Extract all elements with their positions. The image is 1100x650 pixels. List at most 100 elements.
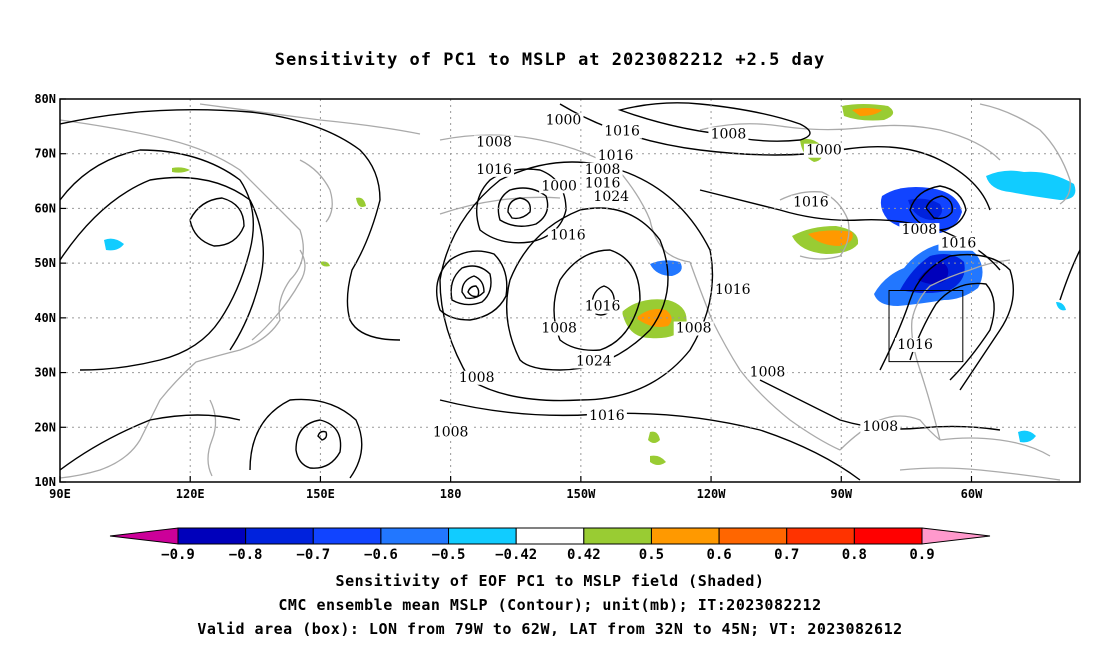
contour-1000-arctic bbox=[617, 102, 811, 142]
contour-label-bg bbox=[456, 370, 497, 385]
contour-label-bg bbox=[539, 179, 580, 194]
colorbar-swatch bbox=[312, 527, 382, 545]
coast-east-na bbox=[911, 259, 1011, 441]
colorbar-swatch bbox=[583, 527, 652, 545]
lon-label: 180 bbox=[440, 487, 462, 501]
shade-positive-small-4 bbox=[356, 197, 366, 207]
contour-far-east bbox=[1059, 249, 1080, 301]
lon-label: 150W bbox=[566, 487, 596, 501]
lat-label: 70N bbox=[34, 147, 56, 161]
contour-label: 1016 bbox=[585, 299, 621, 315]
shade-positive-arctic-core bbox=[852, 108, 882, 116]
colorbar-label: −0.7 bbox=[296, 547, 330, 563]
contour-label: 1016 bbox=[604, 124, 640, 140]
contour-low-bering-3 bbox=[507, 197, 531, 220]
contour-label: 1016 bbox=[715, 282, 751, 298]
contour-east-coast bbox=[879, 253, 1015, 391]
coast-mexico-gulf bbox=[839, 415, 941, 451]
coast-philippines bbox=[207, 399, 217, 477]
coast-west-na bbox=[689, 261, 841, 451]
lat-label: 80N bbox=[34, 92, 56, 106]
map-frame bbox=[59, 98, 1081, 483]
contour-tropical-high-2 bbox=[295, 419, 342, 469]
contour-1008-west bbox=[60, 149, 255, 371]
contour-label: 1016 bbox=[550, 228, 586, 244]
colorbar-label: 0.9 bbox=[909, 547, 934, 563]
lon-label: 90E bbox=[49, 487, 71, 501]
latitude-axis: 80N 70N 60N 50N 40N 30N 20N 10N bbox=[34, 92, 66, 489]
contour-label-bg bbox=[573, 354, 614, 369]
footer-line-3: Valid area (box): LON from 79W to 62W, L… bbox=[197, 620, 903, 638]
colorbar-swatch bbox=[718, 527, 788, 545]
contour-label-bg bbox=[582, 162, 623, 177]
colorbar-label: −0.42 bbox=[495, 547, 537, 563]
shade-negative-sea bbox=[104, 238, 124, 251]
map-area bbox=[60, 99, 1080, 482]
contour-labels: 1016101610081016101610161008100810081008… bbox=[430, 113, 979, 440]
contour-label-bg bbox=[539, 321, 580, 336]
contour-newfoundland-low-2 bbox=[925, 195, 953, 220]
lon-label: 150E bbox=[306, 487, 335, 501]
shade-positive-small-3 bbox=[172, 167, 190, 173]
contour-label: 1000 bbox=[546, 113, 582, 129]
colorbar-swatch bbox=[786, 527, 855, 545]
contour-high-pacific-mid bbox=[506, 207, 669, 371]
lon-label: 90W bbox=[830, 487, 852, 501]
colorbar-label: −0.6 bbox=[364, 547, 398, 563]
contour-1016-west bbox=[60, 176, 264, 351]
contour-label: 1016 bbox=[897, 337, 933, 353]
contour-label: 1008 bbox=[459, 370, 495, 386]
colorbar-min-triangle bbox=[109, 527, 179, 545]
contour-label-bg bbox=[474, 135, 515, 150]
lat-label: 60N bbox=[34, 201, 56, 215]
contour-west-low bbox=[189, 197, 245, 247]
coastlines bbox=[60, 103, 1071, 481]
colorbar-swatch bbox=[448, 527, 517, 545]
contour-tropical-high-3 bbox=[317, 430, 328, 441]
lat-label: 50N bbox=[34, 256, 56, 270]
contour-label: 1008 bbox=[585, 162, 621, 178]
shade-positive-canada-core bbox=[808, 230, 853, 246]
contour-label-bg bbox=[547, 228, 588, 243]
longitude-axis: 90E 120E 150E 180 150W 120W 90W 60W bbox=[49, 476, 983, 501]
colorbar-swatch bbox=[245, 527, 314, 545]
colorbar-label: −0.5 bbox=[432, 547, 466, 563]
contour-label: 1016 bbox=[476, 162, 512, 178]
contour-label: 1016 bbox=[585, 176, 621, 192]
contour-label-bg bbox=[595, 149, 636, 164]
contour-label-bg bbox=[602, 124, 643, 139]
contour-label: 1000 bbox=[541, 178, 577, 194]
contour-label-bg bbox=[591, 190, 632, 205]
contour-east-coast-2 bbox=[909, 282, 995, 381]
lat-label: 20N bbox=[34, 420, 56, 434]
contour-label: 1000 bbox=[806, 143, 842, 159]
colorbar-swatch bbox=[177, 527, 247, 545]
contour-label-bg bbox=[543, 113, 584, 128]
coast-south-america bbox=[899, 467, 1061, 481]
colorbar-label: 0.8 bbox=[842, 547, 867, 563]
contour-1016-south bbox=[439, 399, 861, 481]
colorbar-label: 0.42 bbox=[567, 547, 601, 563]
coast-kamchatka bbox=[299, 159, 333, 223]
coast-alaska bbox=[439, 134, 691, 263]
colorbar-swatch bbox=[650, 527, 720, 545]
contour-label-bg bbox=[747, 365, 788, 380]
coast-caribbean bbox=[939, 437, 1051, 457]
lon-label: 120W bbox=[697, 487, 727, 501]
contour-low-pacific-2 bbox=[450, 265, 492, 306]
contour-low-bering-2 bbox=[497, 187, 549, 227]
contour-label-bg bbox=[586, 409, 627, 424]
contour-label: 1016 bbox=[941, 236, 977, 252]
colorbar-label: 0.7 bbox=[774, 547, 799, 563]
contour-high-pacific-inner bbox=[553, 249, 641, 351]
shade-negative-atlantic bbox=[1018, 430, 1036, 443]
colorbar-swatch bbox=[515, 527, 585, 545]
contour-label-bg bbox=[803, 143, 844, 158]
lat-label: 30N bbox=[34, 366, 56, 380]
contour-label-bg bbox=[790, 195, 831, 210]
contour-label-bg bbox=[712, 283, 753, 298]
contour-label: 1024 bbox=[576, 353, 612, 369]
contour-label: 1016 bbox=[589, 408, 625, 424]
coast-japan bbox=[251, 249, 306, 341]
shade-negative-east-coast-deep bbox=[918, 262, 949, 284]
